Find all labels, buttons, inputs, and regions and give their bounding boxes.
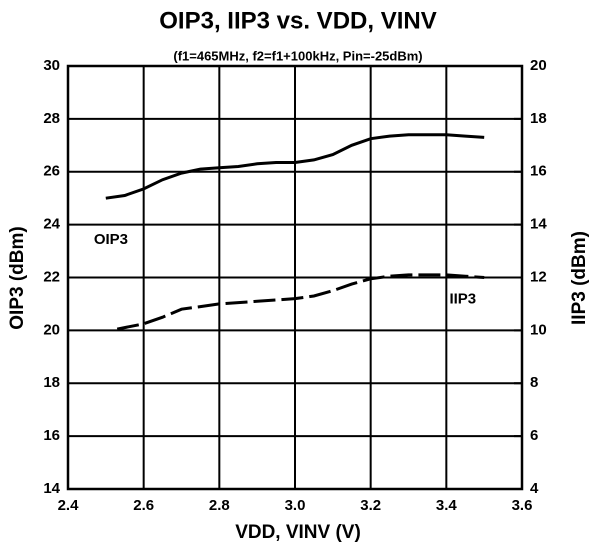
plot-frame [66,64,524,491]
chart-title: OIP3, IIP3 vs. VDD, VINV [159,7,436,34]
y2-axis-label: IIP3 (dBm) [569,231,590,325]
y-tick-label: 18 [43,374,60,391]
y-tick-label: 30 [43,57,60,74]
y2-tick-label: 18 [530,110,547,127]
y-tick-label: 20 [43,321,60,338]
y2-tick-label: 16 [530,163,547,180]
y2-tick-label: 10 [530,321,547,338]
x-tick-label: 2.4 [58,497,80,514]
y2-tick-label: 20 [530,57,547,74]
series-label: IIP3 [449,290,476,307]
series-label: OIP3 [94,231,128,248]
chart-subtitle: (f1=465MHz, f2=f1+100kHz, Pin=-25dBm) [173,48,422,63]
x-tick-label: 2.8 [209,497,230,514]
x-tick-label: 3.6 [512,497,533,514]
y-tick-label: 16 [43,427,60,444]
x-tick-label: 2.6 [133,497,154,514]
y2-tick-label: 8 [530,374,538,391]
series-line [116,273,485,331]
x-tick-label: 3.0 [285,497,306,514]
y-tick-label: 28 [43,110,60,127]
y-axis-label: OIP3 (dBm) [7,226,28,329]
y2-tick-label: 4 [530,480,539,497]
y2-tick-label: 6 [530,427,538,444]
series-line [105,133,485,200]
y-tick-label: 22 [43,268,60,285]
x-tick-label: 3.2 [360,497,381,514]
y2-tick-label: 12 [530,268,547,285]
y-tick-label: 26 [43,163,60,180]
x-axis-label: VDD, VINV (V) [235,522,361,543]
y2-tick-label: 14 [530,216,547,233]
x-tick-label: 3.4 [436,497,458,514]
y-tick-label: 14 [43,480,60,497]
y-tick-label: 24 [43,216,60,233]
